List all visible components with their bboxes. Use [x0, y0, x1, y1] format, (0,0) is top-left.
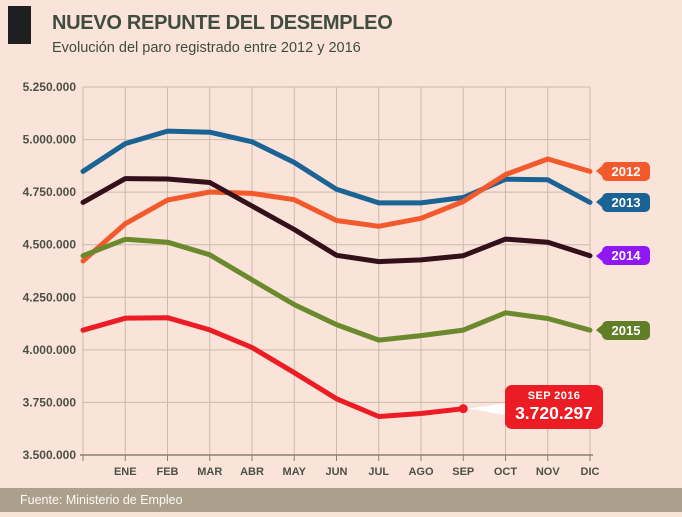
sep-2016-callout: SEP 2016 3.720.297 — [505, 385, 603, 429]
page-title: NUEVO REPUNTE DEL DESEMPLEO — [52, 12, 393, 34]
y-tick-label: 5.000.000 — [23, 133, 77, 147]
legend-badge-label: 2014 — [611, 248, 641, 264]
x-tick-label: MAY — [283, 466, 307, 478]
series-line-2012 — [80, 156, 593, 264]
series-line-2014 — [80, 176, 593, 265]
legend-badge-label: 2012 — [611, 163, 641, 179]
legend-badge-2015: 2015 — [596, 320, 650, 340]
y-tick-label: 4.000.000 — [23, 343, 77, 357]
title-accent-bar — [8, 6, 31, 44]
legend-badge-tail — [596, 166, 602, 177]
series-endpoint-dot — [458, 404, 468, 414]
y-tick-label: 4.750.000 — [23, 185, 77, 199]
x-tick-label: ENE — [114, 466, 137, 478]
legend-badge-label: 2013 — [611, 194, 641, 210]
x-tick-label: SEP — [452, 466, 474, 478]
legend-badge-tail — [596, 197, 602, 208]
source-text: Fuente: Ministerio de Empleo — [20, 493, 183, 507]
callout-value: 3.720.297 — [515, 403, 593, 423]
page-subtitle: Evolución del paro registrado entre 2012… — [52, 40, 361, 56]
x-tick-label: OCT — [494, 466, 518, 478]
series-line-2015 — [80, 236, 593, 343]
callout-month-label: SEP 2016 — [527, 390, 581, 402]
y-tick-label: 3.500.000 — [23, 448, 77, 462]
series-line-2016 — [80, 315, 466, 419]
source-bar: Fuente: Ministerio de Empleo — [0, 488, 682, 512]
legend-badge-2014: 2014 — [596, 246, 650, 266]
x-tick-label: FEB — [157, 466, 179, 478]
legend-badge-2013: 2013 — [596, 192, 650, 212]
y-tick-label: 4.250.000 — [23, 290, 77, 304]
line-chart: 5.250.000 5.000.000 4.750.000 4.500.000 4.25… — [23, 80, 600, 478]
y-tick-label: 5.250.000 — [23, 80, 77, 94]
legend-badge-2012: 2012 — [596, 161, 650, 181]
x-tick-label: NOV — [536, 466, 561, 478]
x-tick-label: ABR — [240, 466, 264, 478]
x-tick-label: JUN — [325, 466, 347, 478]
x-tick-label: MAR — [197, 466, 222, 478]
x-tick-label: JUL — [368, 466, 389, 478]
x-tick-label: AGO — [408, 466, 434, 478]
legend-badge-tail — [596, 250, 602, 261]
y-tick-label: 3.750.000 — [23, 395, 77, 409]
legend-badge-label: 2015 — [611, 322, 641, 338]
y-tick-label: 4.500.000 — [23, 238, 77, 252]
callout-pointer — [468, 403, 506, 416]
x-tick-label: DIC — [581, 466, 600, 478]
legend-badge-tail — [596, 325, 602, 336]
series-line-2013 — [80, 128, 593, 206]
